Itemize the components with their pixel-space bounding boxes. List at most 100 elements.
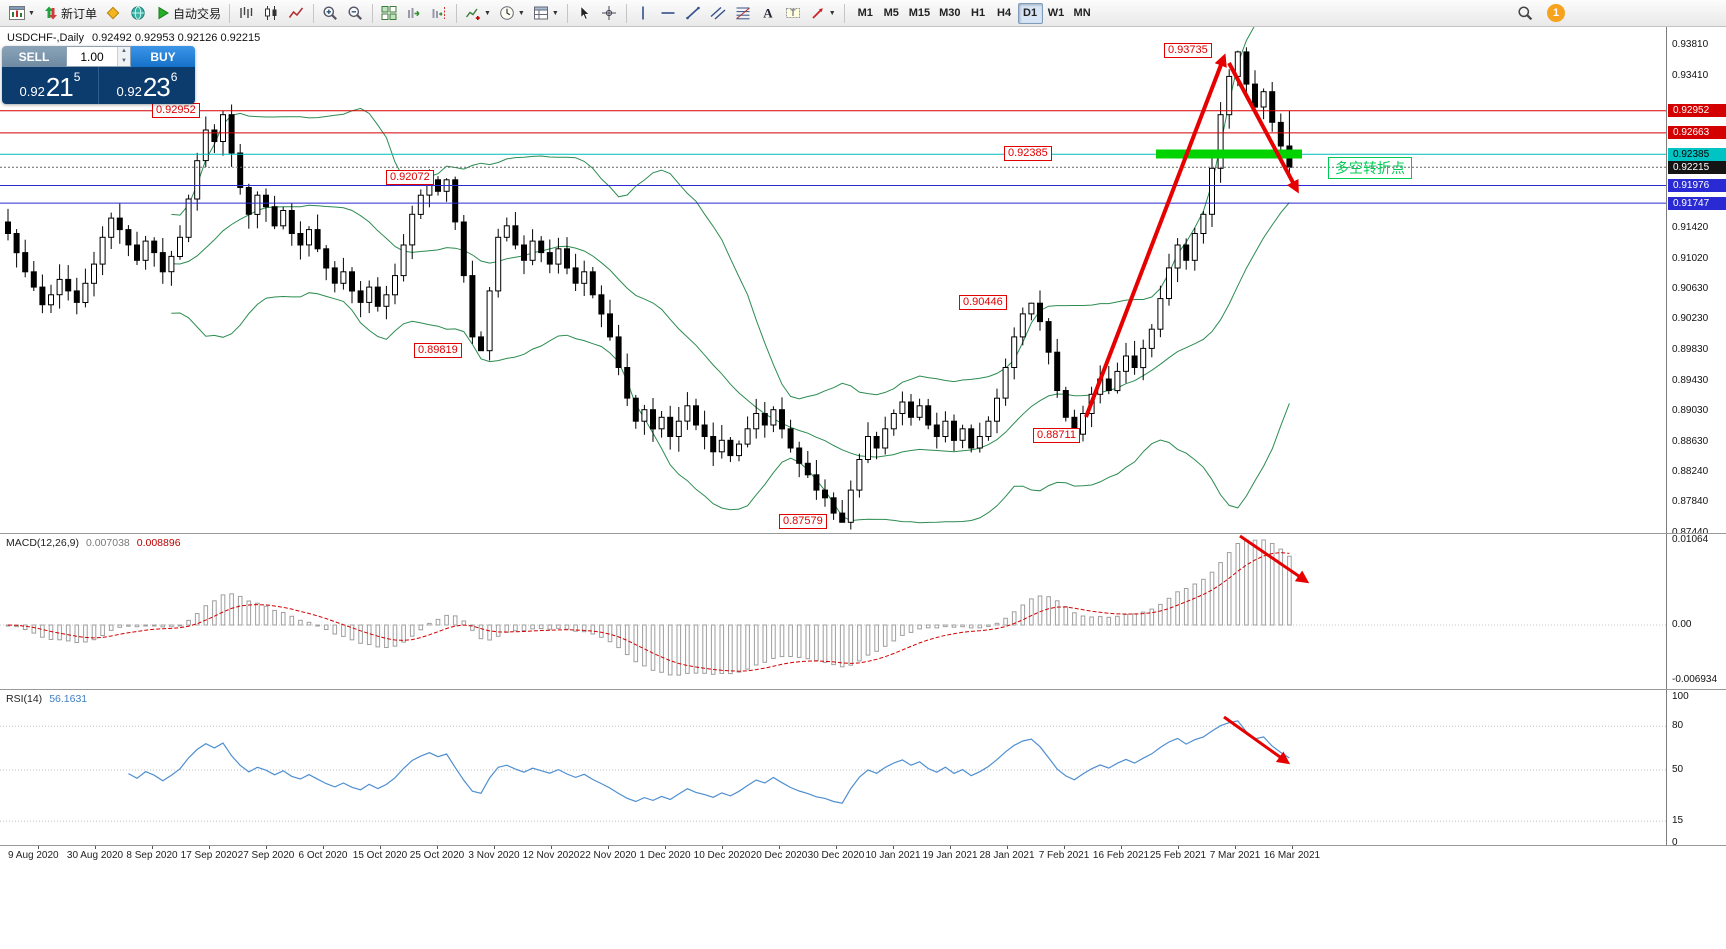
notification-badge[interactable]: 1 — [1547, 4, 1565, 22]
sell-price[interactable]: 0.92 21 5 — [2, 67, 98, 104]
candle-chart-mode-button[interactable] — [259, 2, 284, 25]
buy-price-pips: 23 — [142, 72, 171, 102]
date-tick-label: 10 Jan 2021 — [865, 850, 921, 861]
trade-panel-divider — [98, 67, 99, 104]
timeframe-W1[interactable]: W1 — [1047, 7, 1065, 19]
price-tick-label: 0.93810 — [1672, 39, 1709, 50]
channel-icon — [710, 5, 726, 21]
auto-scroll-icon — [406, 5, 422, 21]
price-label-0.92663: 0.92663 — [1668, 126, 1726, 140]
date-tick-label: 7 Feb 2021 — [1038, 850, 1090, 861]
toolbar-separator — [312, 3, 314, 23]
channel-tool-button[interactable] — [706, 2, 731, 25]
panel-resize-separator[interactable] — [0, 845, 1726, 846]
panel-resize-separator[interactable] — [0, 533, 1726, 534]
time-axis[interactable]: 9 Aug 2020 30 Aug 2020 8 Sep 2020 17 Sep 20… — [0, 846, 1726, 864]
autotrading-button[interactable]: 自动交易 — [151, 2, 225, 25]
svg-text:T: T — [791, 8, 797, 18]
price-axis[interactable]: 0.93810 0.93410 0.91420 0.91020 0.90630 0.902… — [1666, 27, 1726, 538]
macd-axis[interactable]: 0.01064 0.00 -0.006934 — [1666, 534, 1726, 689]
dropdown-arrow-icon: ▼ — [483, 9, 491, 17]
cursor-tool-button[interactable] — [572, 2, 597, 25]
timeframe-MN[interactable]: MN — [1073, 7, 1091, 19]
fibonacci-tool-button[interactable] — [731, 2, 756, 25]
date-tick-label: 16 Mar 2021 — [1263, 850, 1321, 861]
new-order-button[interactable]: 新订单 — [39, 2, 101, 25]
date-tick — [779, 846, 780, 849]
rsi-axis[interactable]: 100 80 50 15 0 — [1666, 690, 1726, 848]
crosshair-tool-button[interactable] — [597, 2, 622, 25]
dropdown-arrow-icon: ▼ — [517, 9, 525, 17]
price-tick-label: 0.88240 — [1672, 465, 1709, 477]
timeframe-M15[interactable]: M15 — [908, 7, 931, 19]
zoom-in-button[interactable] — [318, 2, 343, 25]
buy-price[interactable]: 0.92 23 6 — [99, 67, 195, 104]
horizontal-line-tool-button[interactable] — [656, 2, 681, 25]
tile-windows-button[interactable] — [377, 2, 402, 25]
new-chart-button[interactable]: ▼ — [5, 2, 39, 25]
panel-resize-separator[interactable] — [0, 689, 1726, 690]
price-tick-label: 0.89830 — [1672, 343, 1709, 355]
dropdown-arrow-icon: ▼ — [551, 9, 559, 17]
timeframe-D1[interactable]: D1 — [1017, 2, 1043, 24]
vline-icon — [635, 5, 651, 21]
price-callout-0.93735[interactable]: 0.93735 — [1164, 42, 1212, 58]
indicators-list-button[interactable]: ▼ — [461, 2, 495, 25]
label-tool-button[interactable]: T — [781, 2, 806, 25]
text-tool-button[interactable]: A — [756, 2, 781, 25]
price-callout-0.89819[interactable]: 0.89819 — [414, 342, 462, 358]
volume-input[interactable] — [67, 47, 117, 66]
date-tick — [209, 846, 210, 849]
templates-button[interactable]: ▼ — [529, 2, 563, 25]
date-tick — [893, 846, 894, 849]
zoom-out-button[interactable] — [343, 2, 368, 25]
chart-shift-button[interactable] — [427, 2, 452, 25]
arrows-tool-button[interactable]: ▼ — [806, 2, 840, 25]
sell-button[interactable]: SELL — [2, 46, 66, 67]
price-callout-0.90446[interactable]: 0.90446 — [959, 294, 1007, 310]
macd-tick-label: 0.00 — [1672, 619, 1692, 630]
metaeditor-button[interactable] — [101, 2, 126, 25]
vertical-line-tool-button[interactable] — [631, 2, 656, 25]
auto-scroll-button[interactable] — [402, 2, 427, 25]
date-tick-label: 20 Dec 2020 — [750, 850, 808, 861]
date-tick — [551, 846, 552, 849]
price-label-0.92952: 0.92952 — [1668, 104, 1726, 118]
bars-icon — [238, 5, 254, 21]
timeframe-H4[interactable]: H4 — [997, 7, 1012, 19]
search-button[interactable] — [1512, 2, 1537, 25]
periods-button[interactable]: ▼ — [495, 2, 529, 25]
price-callout-0.88711[interactable]: 0.88711 — [1033, 427, 1080, 443]
timeframe-M5[interactable]: M5 — [883, 7, 899, 19]
price-tick-label: 0.89030 — [1672, 405, 1709, 417]
bar-chart-mode-button[interactable] — [234, 2, 259, 25]
macd-panel-canvas[interactable] — [0, 534, 1666, 689]
price-callout-0.92072[interactable]: 0.92072 — [386, 170, 434, 186]
zoom-out-icon — [347, 5, 363, 21]
community-button[interactable] — [126, 2, 151, 25]
rsi-tick-label: 100 — [1672, 691, 1689, 702]
timeframe-H1[interactable]: H1 — [971, 7, 986, 19]
volume-up-icon[interactable]: ▲ — [118, 47, 130, 57]
price-callout-0.87579[interactable]: 0.87579 — [779, 514, 827, 530]
analyst-note-label[interactable]: 多空转折点 — [1328, 157, 1412, 179]
volume-down-icon[interactable]: ▼ — [118, 56, 130, 66]
price-callout-0.92385[interactable]: 0.92385 — [1004, 146, 1052, 162]
trendline-icon — [685, 5, 701, 21]
timeframe-M1[interactable]: M1 — [857, 7, 873, 19]
price-tick-label: 0.87440 — [1672, 528, 1708, 538]
price-callout-0.92952[interactable]: 0.92952 — [152, 102, 200, 118]
date-tick — [38, 846, 39, 849]
bollinger-upper-band — [171, 27, 1255, 400]
buy-button[interactable]: BUY — [131, 46, 195, 67]
rsi-panel-canvas[interactable] — [0, 690, 1666, 845]
trendline-tool-button[interactable] — [681, 2, 706, 25]
main-chart-canvas[interactable] — [0, 27, 1666, 533]
toolbar-right-group: 1 — [1512, 2, 1565, 25]
timeframe-M30[interactable]: M30 — [939, 7, 961, 19]
line-chart-mode-button[interactable] — [284, 2, 309, 25]
macd-histogram — [5, 539, 1292, 676]
toolbar-separator — [625, 3, 627, 23]
buy-price-point: 6 — [170, 70, 178, 84]
macd-tick-label: -0.006934 — [1672, 674, 1718, 686]
